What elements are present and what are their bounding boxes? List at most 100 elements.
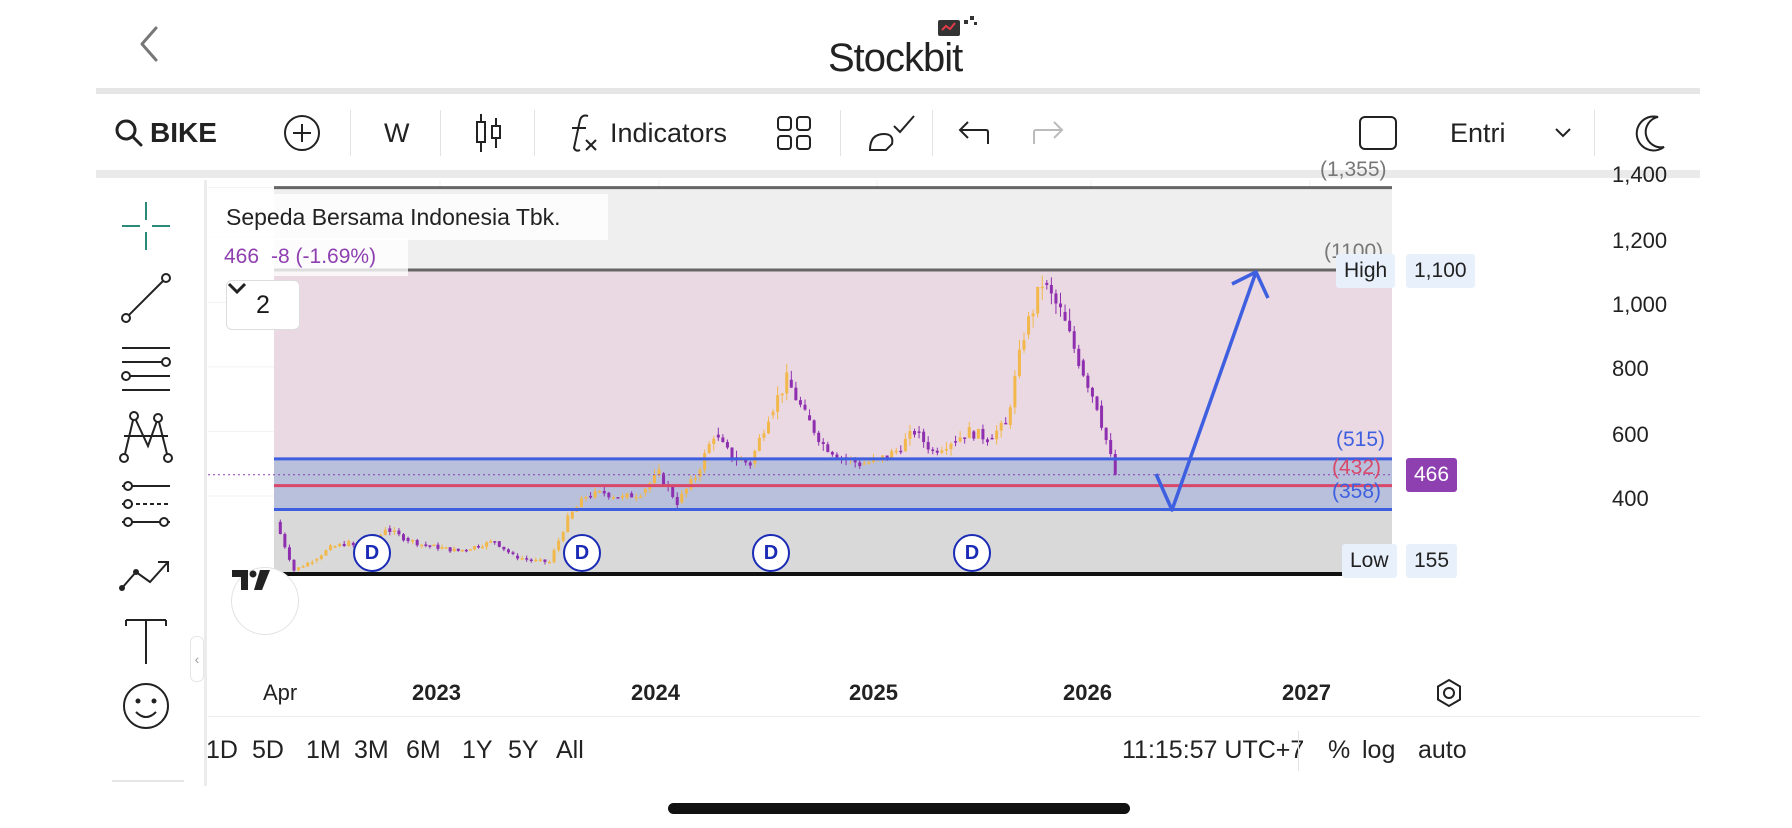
crosshair-icon[interactable] (116, 196, 176, 256)
candle-body (543, 559, 547, 563)
candle-body (830, 451, 834, 455)
dividend-marker[interactable]: D (563, 534, 601, 572)
indicators-collapse-toggle[interactable]: 2 (226, 280, 300, 330)
price-tick: 1,200 (1612, 228, 1668, 253)
range-1d[interactable]: 1D (206, 736, 238, 764)
candle-body (1008, 407, 1012, 425)
range-1y[interactable]: 1Y (462, 736, 493, 764)
dividend-marker[interactable]: D (353, 534, 391, 572)
candle-body (306, 562, 310, 567)
home-indicator (668, 803, 1130, 814)
candle-body (333, 546, 337, 548)
candle-body (935, 450, 939, 453)
text-tool-icon[interactable] (116, 610, 176, 670)
indicator-count: 2 (256, 290, 270, 319)
candle-body (534, 559, 538, 562)
toolbar-separator (440, 110, 441, 156)
order-dropdown[interactable]: Entri (1450, 96, 1572, 170)
candle-body (643, 489, 647, 493)
auto-scale-toggle[interactable]: auto (1418, 736, 1467, 764)
candle-body (999, 422, 1003, 431)
search-icon (115, 119, 143, 147)
candle-body (1104, 427, 1108, 441)
moon-icon (1635, 115, 1665, 152)
candle-body (432, 544, 436, 547)
candle-body (552, 550, 556, 563)
range-5y[interactable]: 5Y (508, 736, 539, 764)
candle-body (639, 496, 643, 499)
candle-body (424, 544, 428, 546)
candle-body (1054, 293, 1058, 304)
candle-body (448, 547, 452, 552)
time-tick: Apr (263, 680, 298, 705)
candle-body (329, 545, 332, 551)
candle-body (315, 558, 319, 561)
candle-body (589, 496, 593, 498)
candle-series (278, 275, 1117, 573)
candle-body (584, 496, 588, 499)
tradingview-logo[interactable] (232, 568, 298, 634)
candle-body (493, 541, 497, 543)
interval-button[interactable]: W (384, 96, 409, 170)
range-1m[interactable]: 1M (306, 736, 341, 764)
level-lines (208, 186, 1392, 576)
log-scale-toggle[interactable]: log (1362, 736, 1396, 764)
candle-body (1072, 331, 1076, 349)
layout-button[interactable] (776, 96, 812, 170)
indicators-button[interactable]: Indicators (566, 96, 727, 170)
compare-symbol-button[interactable] (282, 96, 322, 170)
chart-settings-icon[interactable] (1434, 678, 1464, 708)
candle-body (570, 511, 574, 519)
candle-body (347, 540, 351, 547)
time-tick: 2027 (1282, 680, 1331, 705)
drawing-templates-button[interactable] (866, 96, 918, 170)
candle-body (903, 438, 907, 452)
chevron-down-icon (1554, 128, 1571, 138)
price-chart[interactable]: Sepeda Bersama Indonesia Tbk. 466 -8 (-1.… (208, 158, 1700, 710)
range-3m[interactable]: 3M (354, 736, 389, 764)
theme-toggle[interactable] (1632, 96, 1668, 170)
range-all[interactable]: All (556, 736, 584, 764)
candle-body (625, 493, 629, 498)
redo-button[interactable] (1032, 96, 1066, 170)
candle-body (557, 540, 561, 551)
toolbar-separator (350, 110, 351, 156)
candle-body (662, 473, 666, 485)
range-5d[interactable]: 5D (252, 736, 284, 764)
candle-body (694, 478, 697, 480)
candle-body (1013, 375, 1017, 408)
chart-type-button[interactable] (474, 96, 504, 170)
range-6m[interactable]: 6M (406, 736, 441, 764)
band-bottom (274, 509, 1392, 574)
sidebar-collapse-handle[interactable]: ‹ (190, 636, 204, 682)
drawing-tools-sidebar (96, 180, 206, 780)
trendline-icon[interactable] (116, 268, 176, 328)
candle-body (748, 462, 752, 466)
candle-body (383, 529, 387, 536)
percent-scale-toggle[interactable]: % (1328, 736, 1351, 764)
candle-body (444, 547, 448, 549)
app-header: Stockbit (0, 0, 1792, 88)
symbol-search-button[interactable]: BIKE (114, 96, 217, 170)
fib-retracement-icon[interactable] (116, 338, 176, 398)
candle-body (707, 443, 711, 454)
candle-body (803, 404, 807, 410)
dividend-marker[interactable]: D (953, 534, 991, 572)
forecast-icon[interactable] (116, 544, 176, 604)
candle-body (744, 459, 748, 463)
candle-body (456, 548, 460, 551)
candle-body (703, 453, 707, 470)
prediction-tools-icon[interactable] (116, 474, 176, 534)
candle-body (460, 549, 464, 552)
candle-body (1017, 349, 1021, 376)
chart-canvas (208, 180, 1392, 576)
undo-button[interactable] (956, 96, 990, 170)
emoji-icon[interactable] (116, 676, 176, 736)
pattern-icon[interactable] (116, 406, 176, 466)
time-tick: 2024 (631, 680, 680, 705)
dividend-marker[interactable]: D (752, 534, 790, 572)
fullscreen-button[interactable] (1358, 96, 1398, 170)
back-icon[interactable] (130, 22, 170, 66)
candle-body (684, 488, 688, 494)
candle-body (1004, 422, 1008, 425)
